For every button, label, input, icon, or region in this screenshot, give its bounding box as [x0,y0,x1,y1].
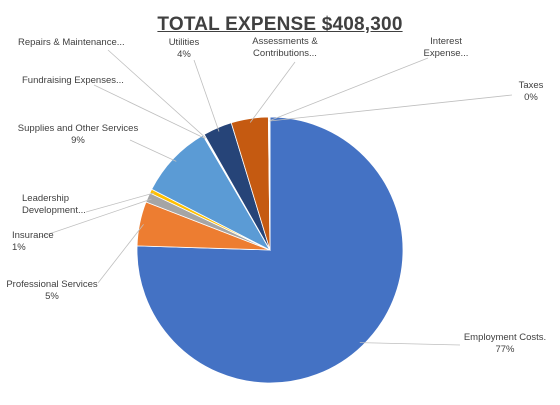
leader-line [85,192,155,213]
slice-label: Insurance 1% [12,230,54,253]
leader-line [93,84,206,139]
leader-line [268,57,429,122]
leader-line [107,49,207,139]
pie-slice [268,116,271,251]
slice-label: Interest Expense... [424,36,469,59]
slice-label: Assessments & Contributions... [252,36,318,59]
slice-label: Professional Services 5% [6,279,98,302]
slice-label: Fundraising Expenses... [22,75,124,86]
leader-line [97,224,144,284]
slice-label: Employment Costs. 77% [464,332,546,355]
slice-label: Utilities 4% [169,37,200,60]
leader-line [39,198,152,238]
leader-line [129,139,177,162]
slice-label: Taxes 0% [519,80,544,103]
slice-label: Repairs & Maintenance... [18,37,125,48]
leader-line [193,59,220,132]
chart-title: TOTAL EXPENSE $408,300 [157,14,403,35]
slice-label: Leadership Development... [22,193,86,216]
leader-line [249,61,296,123]
leader-line [359,342,461,346]
leader-line [269,94,513,122]
slice-label: Supplies and Other Services 9% [18,123,139,146]
